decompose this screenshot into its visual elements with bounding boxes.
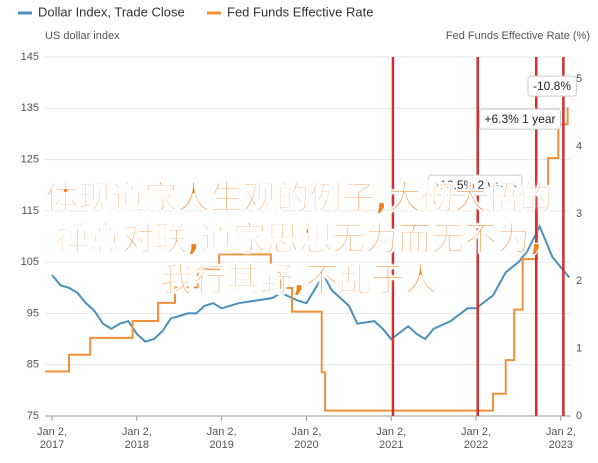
y2-tick-label: 3 xyxy=(576,208,582,220)
y-tick-label: 85 xyxy=(27,359,39,371)
annotation-box xyxy=(478,108,562,130)
series-line xyxy=(51,223,571,343)
y2-tick-label: 0 xyxy=(576,410,582,422)
y-tick-label: 75 xyxy=(27,410,39,422)
y-tick-label: 145 xyxy=(21,51,39,63)
legend-label: Dollar Index, Trade Close xyxy=(38,4,185,19)
y-tick-label: 125 xyxy=(21,153,39,165)
y-tick-label: 135 xyxy=(21,102,39,114)
legend-label: Fed Funds Effective Rate xyxy=(227,4,373,19)
x-tick-label: Jan 2, 2017 xyxy=(37,426,68,451)
y2-tick-label: 1 xyxy=(576,343,582,355)
y2-axis-title: Fed Funds Effective Rate (%) xyxy=(446,30,590,42)
y2-tick-label: 5 xyxy=(576,73,582,85)
annotation-label: +13.5% 2 years xyxy=(433,178,517,192)
x-tick-label: Jan 2, 2020 xyxy=(291,426,322,451)
annotation: -10.8% xyxy=(527,75,577,97)
y-tick-label: 105 xyxy=(21,256,39,268)
y2-tick-label: 2 xyxy=(576,275,582,287)
y-tick-label: 95 xyxy=(27,307,39,319)
annotation-label: -10.8% xyxy=(533,79,571,93)
annotation-box xyxy=(427,174,523,196)
annotation-box xyxy=(527,75,577,97)
x-tick-label: Jan 2, 2022 xyxy=(461,426,492,451)
overlay-text: 我行其野,不乱于人 xyxy=(160,260,438,300)
overlay-text: 禅意对联,道家思想无为而无不为, xyxy=(55,219,543,259)
annotation: +13.5% 2 years xyxy=(427,174,523,196)
annotation: +6.3% 1 year xyxy=(478,108,562,130)
overlay-text: 体现道家人生观的例子,大彻大悟的 xyxy=(45,178,554,218)
y-axis-title: US dollar index xyxy=(45,30,120,42)
x-tick-label: Jan 2, 2018 xyxy=(121,426,152,451)
annotation-label: +6.3% 1 year xyxy=(484,112,555,126)
x-tick-label: Jan 2, 2019 xyxy=(206,426,237,451)
x-tick-label: Jan 2, 2023 xyxy=(545,426,576,451)
y2-tick-label: 4 xyxy=(576,140,582,152)
x-tick-label: Jan 2, 2021 xyxy=(376,426,407,451)
y-tick-label: 115 xyxy=(21,205,39,217)
